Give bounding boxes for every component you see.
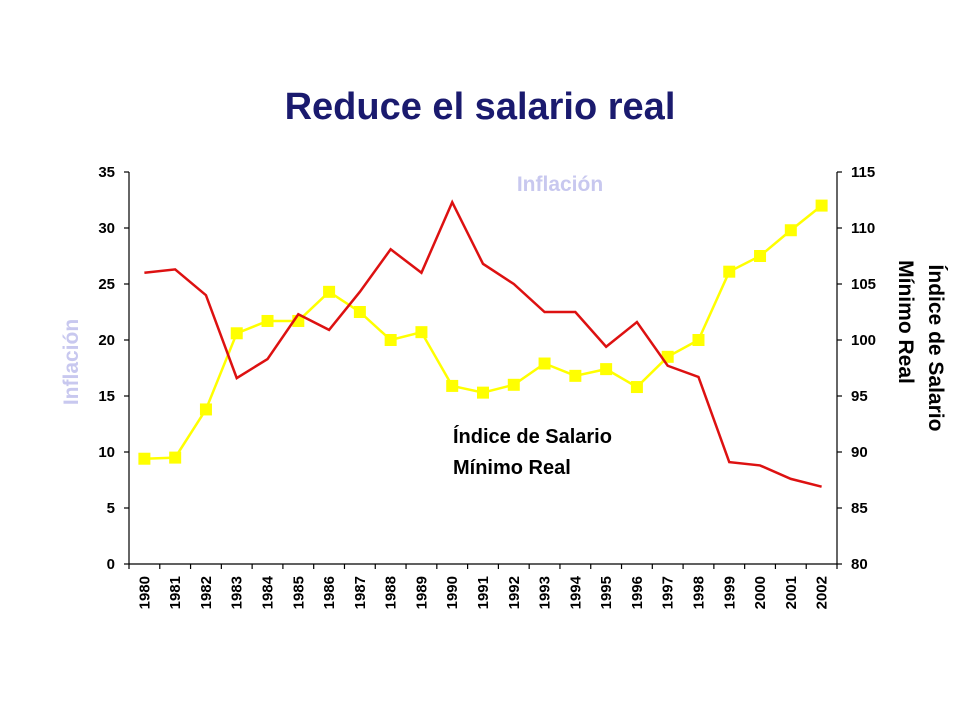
- chart-axes: 0 5 10 15 20 25 30 35 80 85 90 95 100 105 110 115 1980 19…: [98, 164, 876, 609]
- inflation-series-line: [144, 204, 823, 460]
- x-tick-label: 1987: [352, 576, 369, 609]
- right-tick-label: 115: [851, 164, 875, 181]
- right-tick-label: 80: [851, 556, 868, 573]
- x-tick-label: 1991: [475, 576, 492, 609]
- inflation-data-point: [507, 378, 520, 391]
- x-tick-label: 1994: [567, 575, 584, 609]
- right-axis-label-line2: Mínimo Real: [894, 260, 917, 384]
- inflation-data-point: [169, 451, 182, 464]
- inflation-data-point: [323, 285, 336, 298]
- x-tick-label: 1992: [506, 576, 523, 609]
- left-axis-label: Inflación: [60, 319, 83, 405]
- left-tick-label: 20: [98, 332, 115, 349]
- left-tick-label: 0: [107, 556, 115, 573]
- x-tick-label: 1984: [260, 575, 277, 609]
- inflation-data-point: [784, 224, 797, 237]
- inflation-data-point: [723, 265, 736, 278]
- x-tick-label: 1997: [660, 576, 677, 609]
- left-tick-label: 10: [98, 444, 115, 461]
- inflation-data-point: [261, 314, 274, 327]
- right-tick-label: 90: [851, 444, 868, 461]
- inflation-data-point: [477, 386, 489, 399]
- x-tick-label: 1988: [383, 576, 400, 609]
- plot-area: [138, 199, 828, 488]
- right-axis-label-line1: Índice de Salario: [924, 265, 947, 432]
- salary-annotation-line1: Índice de Salario: [453, 425, 612, 448]
- right-tick-label: 110: [851, 220, 875, 237]
- left-tick-label: 30: [98, 220, 115, 237]
- inflation-data-point: [569, 369, 582, 382]
- x-tick-label: 2000: [752, 576, 769, 609]
- inflation-data-point: [384, 334, 397, 346]
- salary-series-line: [144, 199, 822, 488]
- inflation-data-point: [138, 452, 151, 465]
- salary-annotation-line2: Mínimo Real: [453, 457, 571, 479]
- inflation-data-point: [630, 381, 643, 394]
- inflation-data-point: [353, 306, 366, 318]
- right-tick-label: 85: [851, 500, 868, 517]
- inflation-data-point: [754, 250, 767, 262]
- inflation-data-point: [815, 199, 828, 212]
- x-tick-label: 1982: [198, 576, 215, 609]
- inflation-annotation: Inflación: [517, 173, 603, 196]
- inflation-data-point: [415, 326, 428, 339]
- inflation-data-point: [600, 363, 613, 376]
- x-tick-label: 1983: [229, 576, 246, 609]
- inflation-data-point: [538, 357, 551, 370]
- x-tick-label: 1995: [598, 576, 615, 609]
- x-tick-label: 1989: [413, 576, 430, 609]
- x-tick-label: 1986: [321, 576, 338, 609]
- inflation-data-point: [446, 379, 459, 392]
- x-tick-label: 2002: [814, 576, 831, 609]
- inflation-data-point: [230, 327, 243, 340]
- x-tick-label: 2001: [783, 576, 800, 609]
- left-tick-label: 5: [107, 500, 115, 517]
- inflation-data-point: [199, 403, 212, 416]
- inflation-data-point: [692, 334, 705, 346]
- axis-labels: Inflación Índice de Salario Mínimo Real …: [60, 173, 947, 479]
- left-tick-label: 15: [98, 388, 115, 405]
- x-tick-label: 1996: [629, 576, 646, 609]
- x-tick-label: 1985: [290, 576, 307, 609]
- x-tick-label: 1993: [537, 576, 554, 609]
- right-tick-label: 95: [851, 388, 868, 405]
- left-tick-label: 35: [98, 164, 115, 181]
- x-tick-label: 1999: [721, 576, 738, 609]
- x-tick-label: 1981: [167, 576, 184, 609]
- x-tick-label: 1990: [444, 576, 461, 609]
- right-tick-label: 100: [851, 332, 876, 349]
- x-tick-label: 1998: [690, 576, 707, 609]
- x-tick-label: 1980: [136, 576, 153, 609]
- right-tick-label: 105: [851, 276, 876, 293]
- chart-title: Reduce el salario real: [284, 86, 676, 128]
- left-tick-label: 25: [98, 276, 115, 293]
